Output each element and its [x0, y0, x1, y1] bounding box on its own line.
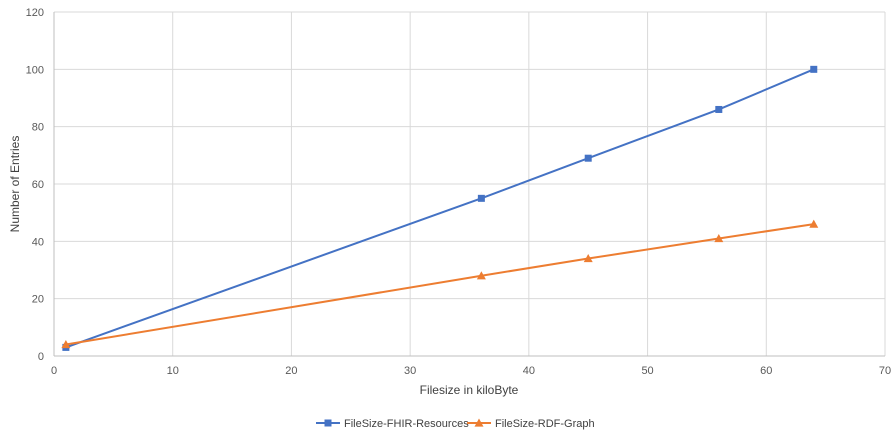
tick-labels: 0 20 40 60 80 100 120 0 10 20 30 40 50 60 70 [26, 7, 891, 377]
data-point [476, 271, 486, 280]
x-axis-title: Filesize in kiloByte [420, 383, 519, 397]
data-point [477, 194, 485, 202]
data-point [583, 254, 593, 263]
x-tick-label: 20 [285, 365, 297, 377]
data-point [714, 233, 724, 243]
axes [53, 12, 885, 357]
data-point [810, 65, 818, 73]
x-tick-label: 40 [523, 365, 535, 377]
y-tick-label: 20 [32, 294, 44, 306]
x-tick-label: 30 [404, 365, 416, 377]
series-line [65, 223, 814, 346]
grid-lines [54, 11, 886, 356]
data-point [715, 105, 723, 113]
data-point [61, 340, 71, 349]
x-tick-label: 10 [167, 365, 179, 377]
y-tick-label: 60 [32, 179, 44, 191]
y-tick-label: 0 [38, 351, 44, 363]
legend-label: FileSize-FHIR-Resources [344, 418, 469, 430]
x-tick-label: 60 [760, 365, 772, 377]
x-tick-label: 50 [641, 365, 653, 377]
y-tick-label: 100 [26, 64, 44, 76]
y-tick-label: 120 [26, 7, 44, 19]
y-tick-label: 40 [32, 236, 44, 248]
legend-label: FileSize-RDF-Graph [495, 418, 595, 430]
legend-item: FileSize-RDF-Graph [467, 418, 595, 430]
series-line [65, 68, 815, 349]
legend-marker [474, 418, 484, 427]
data-point [809, 219, 819, 228]
series-2 [61, 219, 819, 349]
legend-item: FileSize-FHIR-Resources [316, 418, 469, 430]
series-1 [62, 65, 818, 351]
legend-marker [324, 419, 332, 427]
y-axis-title: Number of Entries [8, 136, 22, 233]
x-tick-label: 70 [879, 365, 891, 377]
legend: FileSize-FHIR-Resources FileSize-RDF-Grap… [316, 418, 595, 430]
y-tick-label: 80 [32, 122, 44, 134]
data-point [584, 154, 592, 162]
x-tick-label: 0 [51, 365, 57, 377]
series [61, 65, 819, 351]
